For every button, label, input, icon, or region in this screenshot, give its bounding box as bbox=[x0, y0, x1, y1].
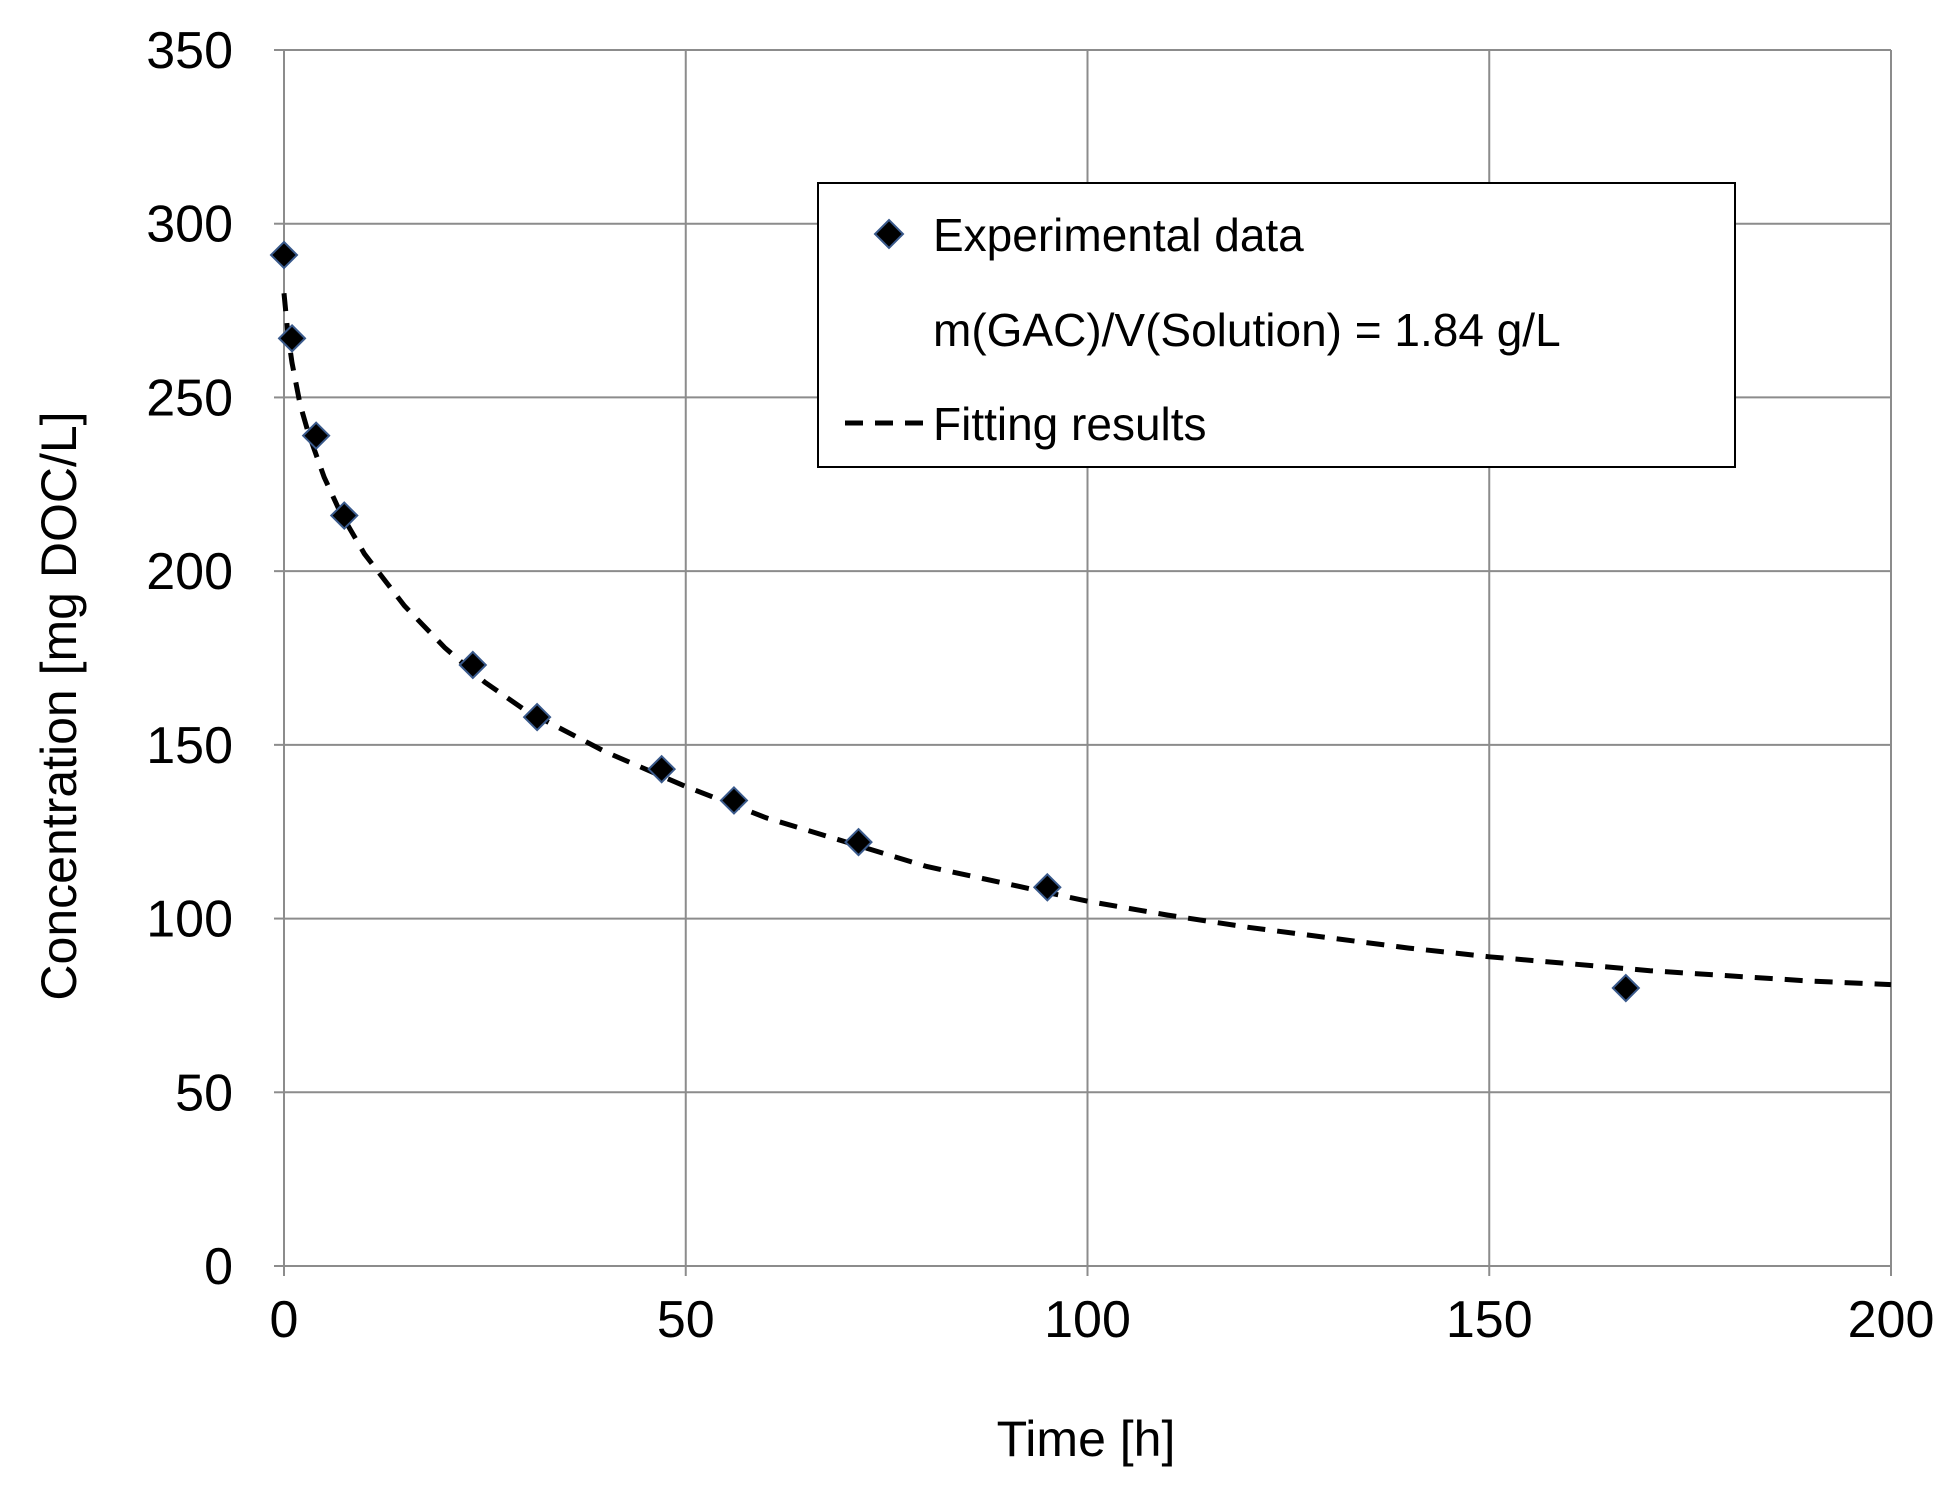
y-axis-label: Concentration [mg DOC/L] bbox=[31, 411, 87, 1000]
y-tick-label: 100 bbox=[146, 891, 233, 949]
fitting-results-line bbox=[281, 292, 1892, 988]
y-tick-label: 200 bbox=[146, 543, 233, 601]
tick-labels: 0 50 100 150 200 0 50 100 150 200 250 300 350 bbox=[146, 22, 1934, 1349]
experimental-data-point bbox=[329, 501, 359, 530]
y-tick-label: 350 bbox=[146, 22, 233, 80]
experimental-data-point bbox=[301, 421, 331, 451]
y-tick-label: 250 bbox=[146, 369, 233, 427]
experimental-data-point bbox=[1032, 872, 1062, 902]
experimental-data-point bbox=[719, 786, 749, 815]
x-axis-label: Time [h] bbox=[997, 1411, 1176, 1467]
experimental-data-point bbox=[1611, 973, 1641, 1003]
x-tick-label: 150 bbox=[1446, 1291, 1533, 1349]
experimental-data-point bbox=[458, 650, 488, 680]
y-tick-label: 50 bbox=[175, 1064, 233, 1122]
y-tick-label: 300 bbox=[146, 196, 233, 254]
legend-box bbox=[817, 182, 1736, 468]
y-tick-label: 150 bbox=[146, 717, 233, 775]
experimental-data-point bbox=[522, 702, 552, 732]
y-tick-label: 0 bbox=[204, 1238, 233, 1296]
legend-label-fitting: Fitting results bbox=[933, 398, 1207, 450]
x-tick-label: 0 bbox=[270, 1291, 299, 1349]
legend-label-experimental: Experimental data bbox=[933, 209, 1304, 261]
experimental-data-point bbox=[269, 240, 299, 270]
fitting-curve bbox=[281, 292, 1892, 988]
legend: Experimental data m(GAC)/V(Solution) = 1… bbox=[817, 182, 1736, 468]
x-tick-label: 100 bbox=[1044, 1291, 1131, 1349]
experimental-data-point bbox=[844, 827, 873, 857]
experimental-data-point bbox=[647, 754, 677, 784]
experimental-data-point bbox=[277, 323, 307, 353]
legend-annotation: m(GAC)/V(Solution) = 1.84 g/L bbox=[933, 304, 1561, 356]
x-tick-label: 200 bbox=[1848, 1291, 1935, 1349]
x-tick-label: 50 bbox=[657, 1291, 715, 1349]
experimental-points bbox=[269, 240, 1641, 1003]
legend-diamond-marker bbox=[873, 218, 905, 250]
